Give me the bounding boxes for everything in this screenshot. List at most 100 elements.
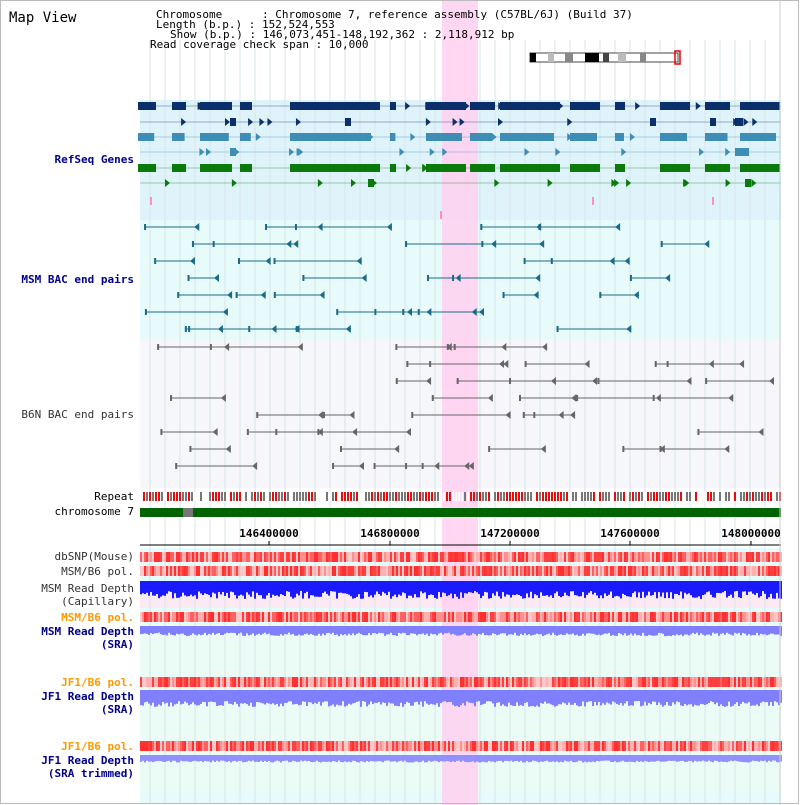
heat-cell <box>288 612 290 622</box>
heat-cell <box>274 566 276 576</box>
heat-cell <box>530 566 532 576</box>
heat-cell <box>438 741 440 751</box>
depth-bar <box>346 626 348 636</box>
depth-bar <box>738 755 740 762</box>
depth-bar <box>220 755 222 761</box>
depth-bar <box>766 626 768 636</box>
depth-bar <box>206 581 208 595</box>
heat-cell <box>452 741 454 751</box>
depth-bar <box>508 581 510 595</box>
heat-cell <box>392 741 394 751</box>
bac-end-arrow <box>708 360 714 368</box>
track-label-msm-depth-capillary[interactable]: MSM Read Depth <box>41 582 134 595</box>
depth-bar <box>698 755 700 762</box>
heat-cell <box>578 741 580 751</box>
depth-bar <box>646 755 648 762</box>
track-label-b6n-bac[interactable]: B6N BAC end pairs <box>21 408 134 421</box>
heat-cell <box>364 552 366 562</box>
heat-cell <box>492 677 494 687</box>
track-label-jf1-b6-pol[interactable]: JF1/B6 pol. <box>61 676 134 689</box>
depth-bar <box>774 755 776 761</box>
depth-bar <box>370 581 372 596</box>
depth-bar <box>320 690 322 706</box>
heat-cell <box>484 677 486 687</box>
depth-bar <box>200 690 202 704</box>
bac-end-arrow <box>220 394 226 402</box>
heat-cell <box>502 612 504 622</box>
depth-bar <box>192 755 194 762</box>
heat-cell <box>404 566 406 576</box>
depth-bar <box>552 755 554 762</box>
track-label-refseq-genes[interactable]: RefSeq Genes <box>54 153 134 166</box>
heat-cell <box>770 566 772 576</box>
track-label-dbsnp[interactable]: dbSNP(Mouse) <box>54 550 134 563</box>
repeat-mark <box>377 492 379 501</box>
depth-bar <box>260 626 262 635</box>
heat-cell <box>540 612 542 622</box>
depth-bar <box>464 755 466 762</box>
repeat-mark <box>215 492 217 501</box>
heat-cell <box>626 741 628 751</box>
heat-cell <box>392 552 394 562</box>
heat-cell <box>400 552 402 562</box>
track-label-jf1-depth-sra[interactable]: JF1 Read Depth <box>41 690 134 703</box>
heat-cell <box>290 677 292 687</box>
heat-cell <box>184 566 186 576</box>
heat-cell <box>412 741 414 751</box>
heat-cell <box>222 552 224 562</box>
depth-bar <box>758 690 760 707</box>
heat-cell <box>254 677 256 687</box>
heat-cell <box>296 612 298 622</box>
depth-bar <box>462 581 464 598</box>
gene-arrow <box>555 148 561 156</box>
heat-cell <box>168 612 170 622</box>
heat-cell <box>408 612 410 622</box>
gene-arrow <box>725 179 731 187</box>
depth-bar <box>194 690 196 705</box>
track-label-msm-b6-pol[interactable]: MSM/B6 pol. <box>61 565 134 578</box>
depth-bar <box>150 581 152 593</box>
heat-cell <box>420 677 422 687</box>
heat-cell <box>540 552 542 562</box>
depth-bar <box>770 626 772 634</box>
heat-cell <box>768 612 770 622</box>
heat-cell <box>534 677 536 687</box>
heat-cell <box>478 741 480 751</box>
depth-bar <box>362 690 364 702</box>
depth-bar <box>590 626 592 634</box>
depth-bar <box>304 755 306 761</box>
depth-bar <box>210 581 212 598</box>
track-label-msm-bac[interactable]: MSM BAC end pairs <box>21 273 134 286</box>
heat-cell <box>700 677 702 687</box>
track-label-jf1-b6-pol-2[interactable]: JF1/B6 pol. <box>61 740 134 753</box>
heat-cell <box>708 552 710 562</box>
depth-bar <box>502 755 504 763</box>
track-label-msm-depth-sra[interactable]: MSM Read Depth <box>41 625 134 638</box>
track-label-jf1-depth-trimmed[interactable]: JF1 Read Depth <box>41 754 134 767</box>
heat-cell <box>418 612 420 622</box>
repeat-mark <box>320 492 322 501</box>
heat-cell <box>210 552 212 562</box>
depth-bar <box>186 755 188 762</box>
heat-cell <box>482 552 484 562</box>
heat-cell <box>476 677 478 687</box>
heat-cell <box>616 741 618 751</box>
depth-bar <box>584 626 586 636</box>
depth-bar <box>152 690 154 703</box>
depth-bar <box>430 690 432 704</box>
depth-bar <box>434 626 436 635</box>
depth-bar <box>236 690 238 704</box>
heat-cell <box>752 552 754 562</box>
heat-cell <box>178 552 180 562</box>
gene-block <box>650 118 656 126</box>
track-label-msm-b6-pol-2[interactable]: MSM/B6 pol. <box>61 611 134 624</box>
heat-cell <box>674 552 676 562</box>
depth-bar <box>140 690 142 706</box>
heat-cell <box>646 677 648 687</box>
bac-end <box>160 429 163 435</box>
heat-cell <box>162 566 164 576</box>
depth-bar <box>290 581 292 597</box>
heat-cell <box>298 741 300 751</box>
bac-end-arrow <box>624 257 630 265</box>
heat-cell <box>422 566 424 576</box>
